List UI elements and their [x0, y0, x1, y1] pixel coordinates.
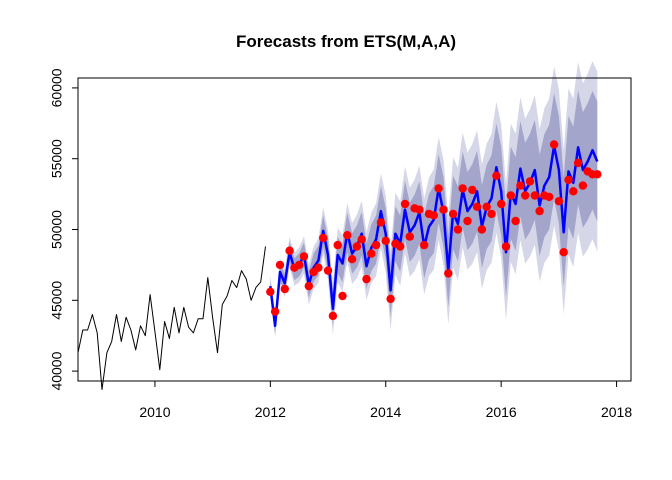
actual-point — [530, 191, 539, 200]
actual-point — [487, 209, 496, 219]
actual-point — [511, 216, 520, 226]
actual-point — [521, 191, 530, 200]
actual-points — [266, 140, 602, 321]
actual-point — [477, 225, 487, 234]
actual-point — [338, 291, 347, 301]
actual-point — [593, 170, 602, 179]
actual-point — [535, 206, 544, 216]
actual-point — [405, 232, 414, 241]
y-tick-label: 50000 — [49, 210, 65, 249]
actual-point — [448, 209, 458, 219]
x-tick-label: 2018 — [601, 404, 632, 420]
actual-point — [304, 281, 313, 291]
actual-point — [386, 294, 395, 304]
actual-point — [295, 260, 304, 270]
actual-point — [314, 263, 323, 272]
actual-point — [458, 184, 467, 193]
history-line — [77, 246, 266, 390]
actual-point — [492, 171, 501, 180]
chart-title: Forecasts from ETS(M,A,A) — [236, 32, 456, 51]
actual-point — [400, 199, 410, 209]
x-tick-label: 2014 — [370, 404, 401, 420]
actual-point — [554, 197, 564, 206]
actual-point — [367, 249, 376, 258]
x-tick-label: 2012 — [255, 404, 286, 420]
actual-point — [549, 140, 559, 149]
actual-point — [573, 158, 583, 168]
actual-point — [280, 284, 289, 294]
actual-point — [578, 181, 588, 190]
actual-point — [285, 246, 294, 255]
actual-point — [347, 255, 357, 264]
actual-point — [381, 236, 390, 245]
actual-point — [323, 266, 333, 275]
actual-point — [525, 177, 535, 186]
actual-point — [270, 307, 280, 316]
actual-point — [362, 274, 371, 284]
actual-point — [497, 199, 506, 209]
actual-point — [501, 242, 511, 251]
actual-point — [420, 240, 429, 250]
actual-point — [299, 252, 309, 261]
actual-point — [453, 225, 463, 234]
actual-point — [434, 184, 443, 193]
actual-point — [516, 181, 525, 190]
actual-point — [371, 240, 381, 250]
y-tick-label: 60000 — [49, 68, 65, 107]
actual-point — [396, 242, 405, 251]
actual-point — [468, 185, 477, 195]
x-axis: 2010 2012 2014 2016 2018 — [139, 380, 632, 420]
actual-point — [444, 269, 453, 278]
actual-point — [439, 205, 448, 214]
y-axis: 40000 45000 50000 55000 60000 — [49, 68, 79, 391]
actual-point — [352, 242, 362, 251]
actual-point — [319, 233, 328, 243]
actual-point — [506, 191, 515, 200]
y-tick-label: 55000 — [49, 139, 65, 178]
actual-point — [564, 175, 573, 185]
actual-point — [429, 211, 438, 220]
actual-point — [357, 235, 366, 244]
x-tick-label: 2016 — [486, 404, 517, 420]
actual-point — [463, 216, 472, 226]
actual-point — [275, 260, 285, 270]
y-tick-label: 40000 — [49, 351, 65, 390]
actual-point — [328, 311, 338, 321]
actual-point — [376, 218, 386, 227]
actual-point — [482, 202, 491, 211]
actual-point — [559, 248, 568, 257]
actual-point — [415, 205, 424, 214]
actual-point — [333, 240, 342, 250]
actual-point — [343, 231, 352, 240]
actual-point — [569, 187, 578, 196]
y-tick-label: 45000 — [49, 281, 65, 320]
actual-point — [472, 202, 482, 211]
actual-point — [545, 192, 554, 202]
actual-point — [266, 287, 275, 296]
x-tick-label: 2010 — [139, 404, 170, 420]
